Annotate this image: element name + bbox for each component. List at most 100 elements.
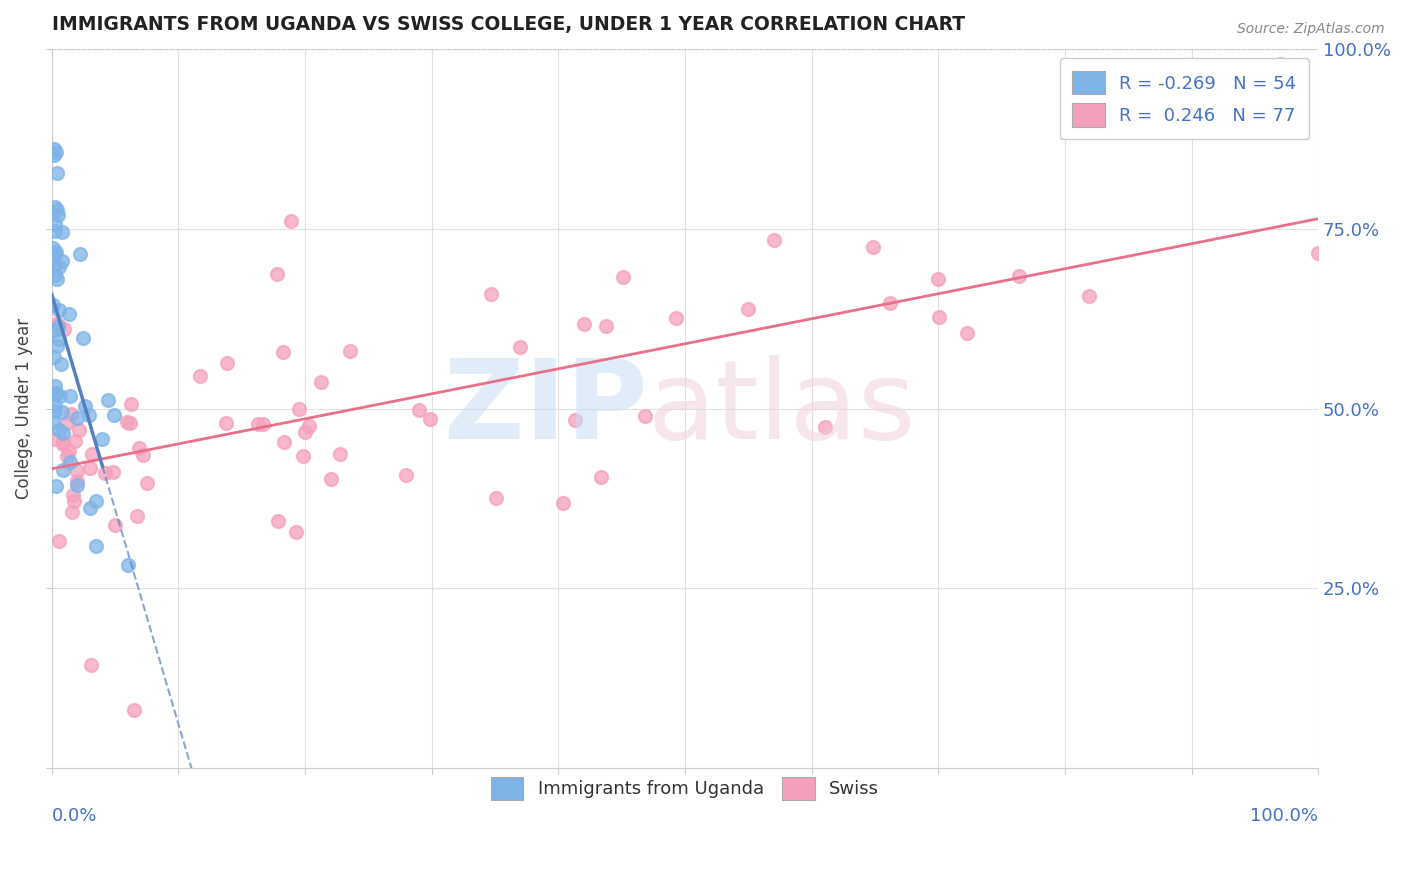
Point bbox=[485, 491, 508, 505]
Text: 0.0%: 0.0% bbox=[52, 807, 97, 825]
Text: Source: ZipAtlas.com: Source: ZipAtlas.com bbox=[1237, 22, 1385, 37]
Point bbox=[51, 436, 73, 450]
Point bbox=[62, 505, 84, 519]
Point bbox=[595, 318, 617, 333]
Point bbox=[311, 375, 333, 389]
Point bbox=[80, 658, 103, 673]
Point bbox=[69, 247, 91, 261]
Point bbox=[41, 241, 63, 255]
Point bbox=[63, 493, 86, 508]
Point bbox=[132, 448, 155, 462]
Point bbox=[45, 339, 67, 353]
Point bbox=[44, 379, 66, 393]
Point bbox=[44, 323, 66, 337]
Point bbox=[395, 468, 418, 483]
Point bbox=[612, 270, 634, 285]
Point bbox=[45, 145, 67, 159]
Point bbox=[51, 225, 73, 239]
Point bbox=[572, 317, 595, 331]
Point bbox=[45, 244, 67, 259]
Point bbox=[91, 432, 114, 446]
Point bbox=[1078, 289, 1101, 303]
Point bbox=[48, 303, 70, 318]
Point bbox=[67, 423, 90, 437]
Point bbox=[634, 409, 657, 424]
Point bbox=[79, 501, 101, 516]
Point bbox=[66, 478, 89, 492]
Point bbox=[44, 268, 66, 282]
Point bbox=[80, 447, 103, 461]
Point bbox=[252, 417, 274, 431]
Point bbox=[66, 474, 89, 488]
Point bbox=[215, 416, 238, 430]
Point bbox=[103, 409, 125, 423]
Point bbox=[247, 417, 270, 431]
Point bbox=[45, 272, 67, 286]
Point bbox=[79, 461, 101, 475]
Text: 100.0%: 100.0% bbox=[1250, 807, 1319, 825]
Point bbox=[44, 403, 66, 417]
Point bbox=[120, 416, 142, 430]
Y-axis label: College, Under 1 year: College, Under 1 year bbox=[15, 318, 32, 500]
Point bbox=[284, 525, 307, 540]
Point bbox=[44, 224, 66, 238]
Point bbox=[1268, 57, 1291, 71]
Point bbox=[55, 449, 77, 463]
Point bbox=[59, 389, 82, 403]
Point bbox=[44, 259, 66, 273]
Point bbox=[329, 447, 352, 461]
Point bbox=[44, 399, 66, 413]
Point bbox=[135, 475, 157, 490]
Point bbox=[84, 539, 107, 553]
Point bbox=[44, 217, 66, 231]
Point bbox=[52, 434, 75, 449]
Point bbox=[509, 340, 531, 354]
Text: IMMIGRANTS FROM UGANDA VS SWISS COLLEGE, UNDER 1 YEAR CORRELATION CHART: IMMIGRANTS FROM UGANDA VS SWISS COLLEGE,… bbox=[52, 15, 965, 34]
Point bbox=[267, 515, 290, 529]
Point bbox=[48, 423, 70, 437]
Point bbox=[48, 332, 70, 346]
Point bbox=[59, 455, 82, 469]
Point bbox=[46, 208, 69, 222]
Point bbox=[862, 240, 884, 254]
Point bbox=[58, 307, 80, 321]
Point bbox=[42, 351, 65, 365]
Point bbox=[115, 415, 138, 429]
Point bbox=[287, 402, 309, 417]
Point bbox=[49, 357, 72, 371]
Point bbox=[63, 434, 86, 448]
Point bbox=[280, 214, 302, 228]
Point bbox=[120, 397, 142, 411]
Point bbox=[479, 287, 502, 301]
Legend: Immigrants from Uganda, Swiss: Immigrants from Uganda, Swiss bbox=[482, 768, 889, 809]
Point bbox=[215, 355, 238, 369]
Point bbox=[42, 297, 65, 311]
Point bbox=[956, 326, 979, 341]
Point bbox=[763, 233, 786, 247]
Point bbox=[319, 472, 342, 486]
Point bbox=[72, 331, 94, 345]
Point bbox=[52, 425, 75, 440]
Point bbox=[292, 450, 315, 464]
Point bbox=[128, 441, 150, 455]
Point bbox=[298, 418, 321, 433]
Point bbox=[928, 310, 950, 325]
Point bbox=[1308, 246, 1330, 260]
Point bbox=[52, 322, 75, 336]
Point bbox=[75, 399, 97, 413]
Point bbox=[59, 407, 82, 421]
Point bbox=[45, 479, 67, 493]
Point bbox=[104, 518, 127, 533]
Point bbox=[117, 558, 139, 573]
Point bbox=[46, 318, 69, 332]
Point bbox=[94, 466, 117, 480]
Point bbox=[48, 533, 70, 548]
Point bbox=[45, 166, 67, 180]
Point bbox=[273, 434, 295, 449]
Point bbox=[419, 411, 441, 425]
Point bbox=[77, 408, 100, 422]
Point bbox=[45, 202, 67, 217]
Point bbox=[58, 444, 80, 458]
Point bbox=[408, 403, 430, 417]
Point bbox=[814, 419, 837, 434]
